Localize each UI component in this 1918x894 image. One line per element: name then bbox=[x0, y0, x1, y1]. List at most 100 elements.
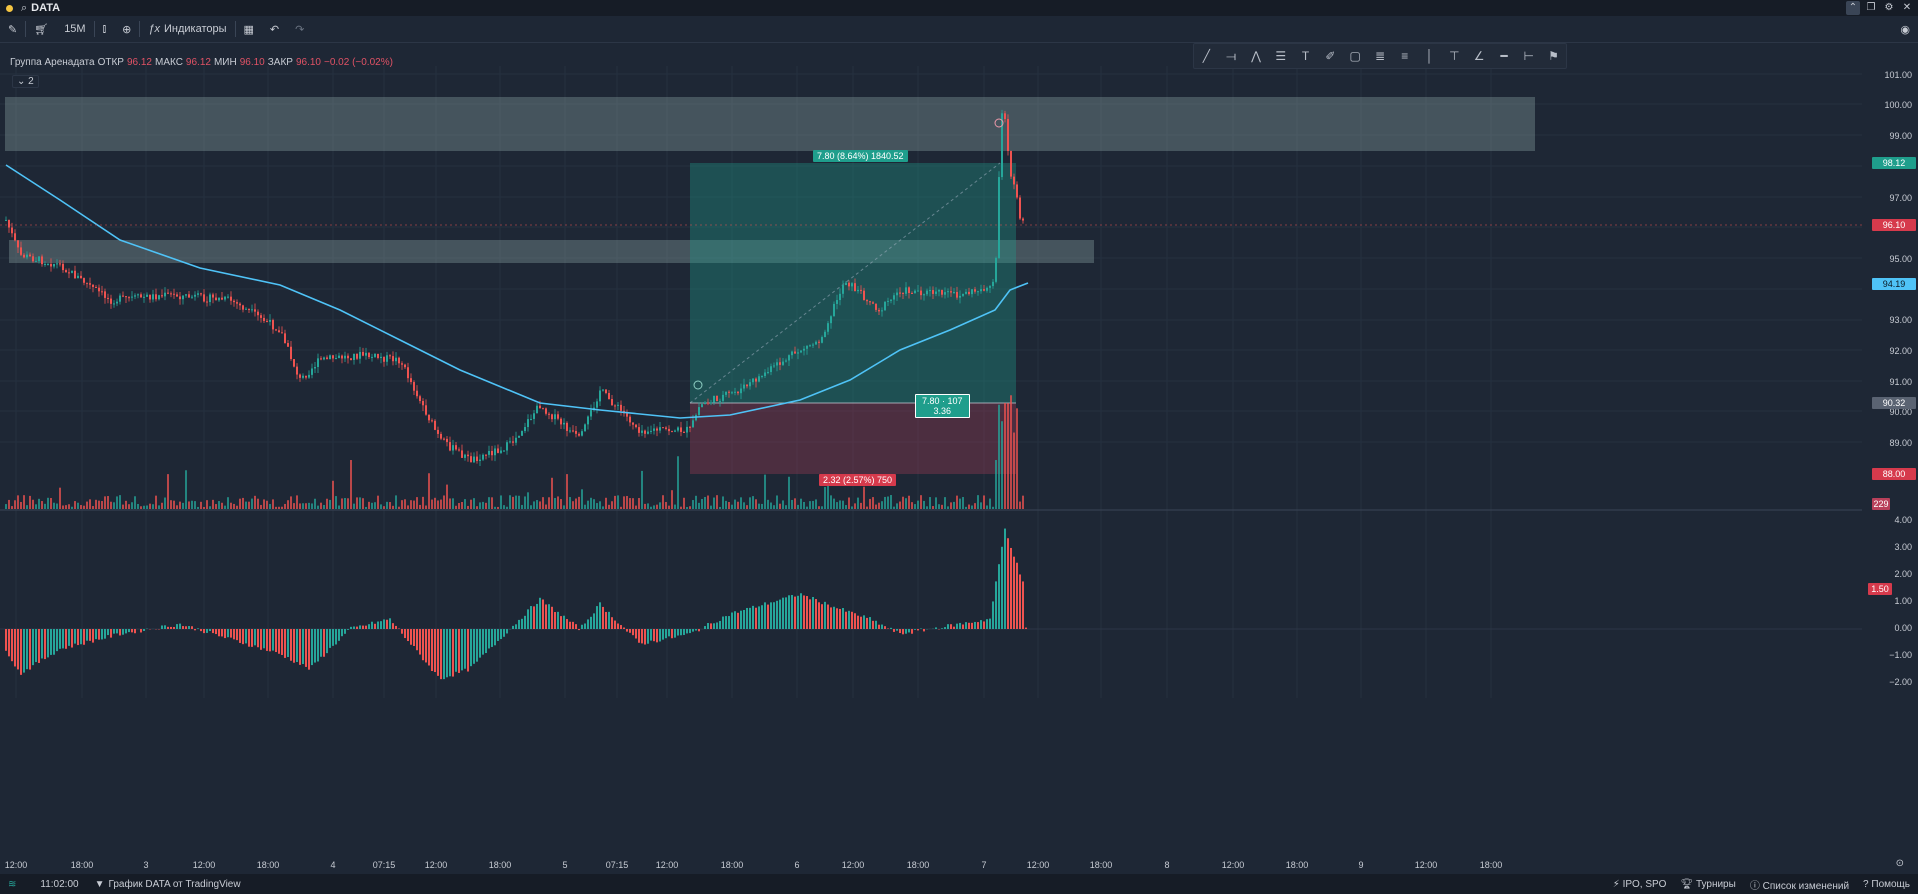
candle-body bbox=[791, 351, 793, 356]
trend-line-icon[interactable]: ╱ bbox=[1202, 49, 1210, 63]
help-link[interactable]: ? Помощь bbox=[1863, 879, 1910, 890]
ma-price-tag: 94.19 bbox=[1872, 278, 1916, 290]
volume-bar bbox=[590, 497, 592, 509]
candle-body bbox=[869, 301, 871, 303]
fib-icon[interactable]: ☰ bbox=[1275, 49, 1287, 63]
osc-bar bbox=[230, 629, 232, 638]
support-zone[interactable] bbox=[9, 240, 1094, 263]
osc-bar bbox=[947, 624, 949, 629]
osc-bar bbox=[587, 619, 589, 629]
candle-body bbox=[26, 254, 28, 258]
angle-icon[interactable]: ∠ bbox=[1473, 49, 1485, 63]
osc-bar bbox=[242, 629, 244, 645]
horizontal-line-icon[interactable]: ━ bbox=[1500, 49, 1508, 63]
position-center-label[interactable]: 7.80 · 107 3.36 bbox=[915, 394, 970, 418]
osc-bar bbox=[173, 626, 175, 629]
candle-body bbox=[1004, 113, 1006, 119]
symbol-title[interactable]: DATA bbox=[31, 2, 61, 14]
candle-body bbox=[464, 454, 466, 458]
text-icon[interactable]: T bbox=[1301, 49, 1310, 63]
pencil-icon[interactable]: ✎ bbox=[8, 23, 18, 36]
compare-plus-icon[interactable]: ⊕ bbox=[122, 23, 132, 36]
layout-grid-icon[interactable]: ▦ bbox=[243, 23, 254, 36]
restore-window-icon[interactable]: ❐ bbox=[1866, 2, 1876, 13]
osc-bar bbox=[425, 629, 427, 663]
undo-icon[interactable]: ↶ bbox=[269, 23, 280, 36]
tournaments-link[interactable]: 🏆︎ Турниры bbox=[1680, 879, 1735, 890]
volume-bar bbox=[881, 501, 883, 509]
indicators-collapse-badge[interactable]: ⌄ 2 bbox=[12, 75, 39, 88]
osc-bar bbox=[686, 629, 688, 634]
osc-bar bbox=[644, 629, 646, 645]
parallel-channel-icon[interactable]: ≣ bbox=[1374, 49, 1385, 63]
osc-bar bbox=[674, 629, 676, 638]
drawing-toolbar: ╱ ⟞ ⋀ ☰ T ✐ ▢ ≣ ≡ │ ⊤ ∠ ━ ⊢ ⚑ bbox=[1193, 43, 1567, 69]
osc-bar bbox=[389, 618, 391, 629]
time-scale[interactable]: 12:00 18:00 3 12:00 18:00 4 07:15 12:00 18:00 5 07… bbox=[0, 858, 1918, 874]
entry-marker-icon[interactable] bbox=[693, 380, 703, 390]
brand-text[interactable]: График DATA от TradingView bbox=[108, 878, 241, 890]
volume-bar bbox=[719, 506, 721, 509]
osc-bar bbox=[338, 629, 340, 641]
osc-bar bbox=[899, 629, 901, 634]
osc-bar bbox=[572, 621, 574, 629]
osc-bar bbox=[428, 629, 430, 666]
price-scale[interactable]: 101.00 100.00 99.00 97.00 95.00 93.00 92… bbox=[1864, 43, 1918, 854]
indicators-button[interactable]: ƒx Индикаторы bbox=[140, 16, 234, 42]
osc-bar bbox=[737, 612, 739, 629]
brush-icon[interactable]: ✐ bbox=[1325, 49, 1336, 63]
osc-bar bbox=[680, 629, 682, 636]
candles-icon[interactable]: ⫾ bbox=[102, 22, 107, 35]
osc-bar bbox=[224, 629, 226, 639]
osc-bar bbox=[302, 629, 304, 665]
redo-icon[interactable]: ↷ bbox=[295, 23, 305, 36]
position-profit-zone[interactable] bbox=[690, 163, 1016, 403]
camera-icon[interactable]: ◉ bbox=[1900, 23, 1910, 36]
volume-bar bbox=[251, 498, 253, 509]
osc-bar bbox=[11, 629, 13, 662]
candle-body bbox=[14, 233, 16, 241]
osc-bar bbox=[722, 616, 724, 629]
gear-icon[interactable]: ⚙ bbox=[1884, 2, 1894, 13]
settings-round-icon[interactable]: ⊙ bbox=[1895, 858, 1904, 869]
cross-line-icon[interactable]: ⊤ bbox=[1449, 49, 1460, 63]
volume-bar bbox=[395, 495, 397, 509]
candle-body bbox=[290, 346, 292, 360]
candle-body bbox=[674, 430, 676, 432]
legend-name[interactable]: Группа Аренадата bbox=[10, 57, 95, 68]
regression-icon[interactable]: ≡ bbox=[1401, 49, 1409, 63]
search-icon[interactable]: ⌕ bbox=[21, 1, 28, 14]
time-label: 18:00 bbox=[1285, 860, 1309, 870]
osc-bar bbox=[491, 629, 493, 647]
osc-label: −1.00 bbox=[1889, 650, 1912, 660]
volume-bar bbox=[80, 505, 82, 509]
volume-bar bbox=[821, 506, 823, 509]
candle-body bbox=[845, 282, 847, 286]
vertical-line-icon[interactable]: │ bbox=[1425, 49, 1434, 63]
volume-bar bbox=[122, 504, 124, 509]
resistance-zone[interactable] bbox=[5, 97, 1535, 151]
price-chart[interactable] bbox=[0, 43, 1918, 849]
volume-bar bbox=[536, 500, 538, 509]
flag-icon[interactable]: ⚑ bbox=[1548, 49, 1559, 63]
pattern-icon[interactable]: ⋀ bbox=[1251, 49, 1261, 63]
volume-bar bbox=[743, 502, 745, 509]
interval-button[interactable]: 15M bbox=[64, 23, 86, 35]
volume-bar bbox=[761, 503, 763, 509]
horizontal-ray-icon[interactable]: ⟞ bbox=[1226, 49, 1237, 63]
exit-marker-icon[interactable] bbox=[994, 118, 1004, 128]
rectangle-icon[interactable]: ▢ bbox=[1349, 49, 1361, 63]
collapse-icon[interactable]: ⌃ bbox=[1846, 1, 1860, 15]
position-loss-label[interactable]: 2.32 (2.57%) 750 bbox=[819, 474, 897, 486]
price-range-icon[interactable]: ⊢ bbox=[1523, 49, 1534, 63]
candle-body bbox=[572, 430, 574, 432]
cart-icon[interactable]: 🛒︎ bbox=[34, 23, 49, 36]
changes-link[interactable]: ⓘ Список изменений bbox=[1750, 877, 1849, 892]
ipo-link[interactable]: ⚡ IPO, SPO bbox=[1613, 879, 1667, 890]
position-profit-label[interactable]: 7.80 (8.64%) 1840.52 bbox=[813, 150, 908, 162]
close-icon[interactable]: ✕ bbox=[1902, 2, 1912, 13]
osc-bar bbox=[902, 629, 904, 635]
osc-bar bbox=[26, 629, 28, 670]
candle-body bbox=[500, 450, 502, 453]
candle-body bbox=[740, 388, 742, 394]
